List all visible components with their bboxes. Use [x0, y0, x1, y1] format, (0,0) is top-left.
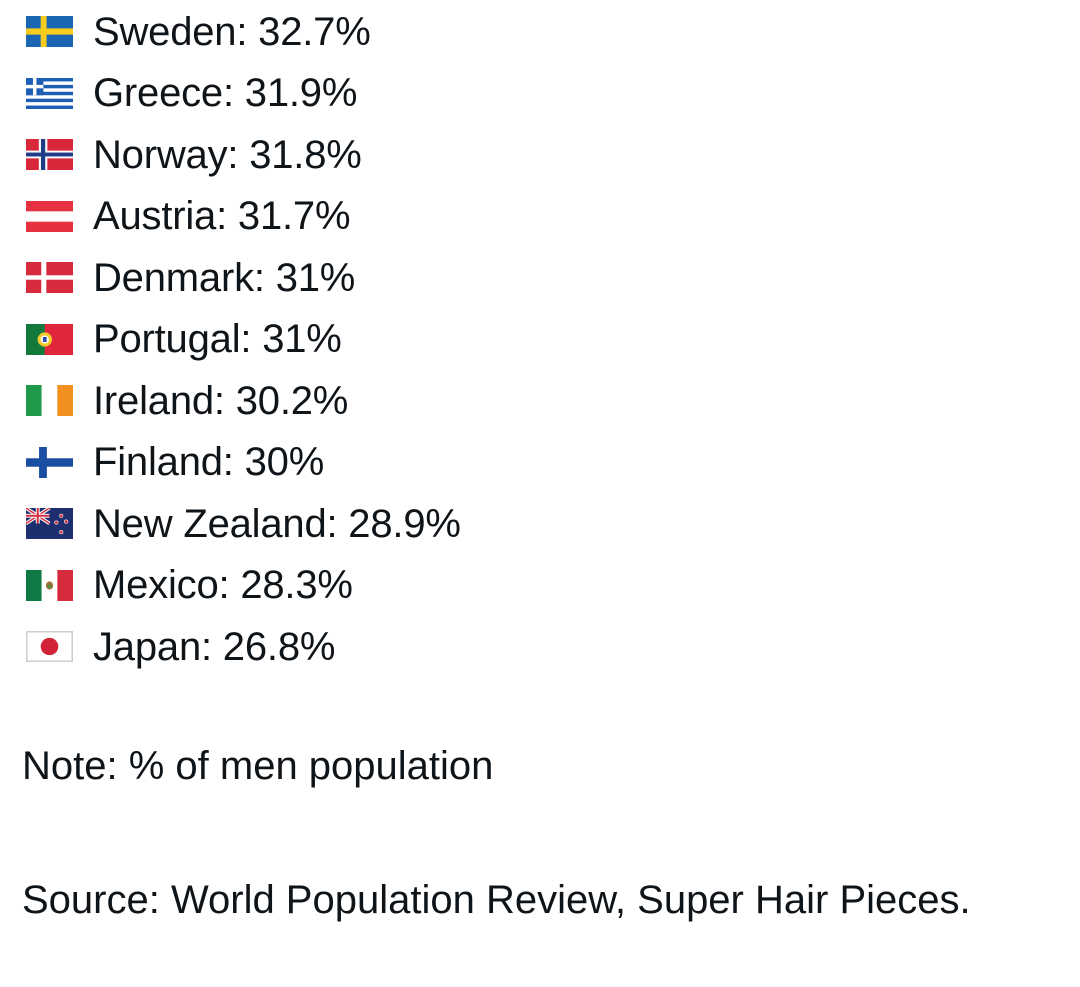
country-label: Mexico: 28.3% [93, 563, 353, 608]
country-label: Austria: 31.7% [93, 194, 351, 239]
new-zealand-flag-icon [26, 508, 73, 540]
denmark-flag-icon [26, 262, 73, 294]
note-text: Note: % of men population [22, 744, 494, 788]
ireland-flag-icon [26, 385, 73, 417]
country-label: Portugal: 31% [93, 317, 342, 362]
norway-flag-icon [26, 139, 73, 171]
country-label: Finland: 30% [93, 440, 325, 485]
country-label: New Zealand: 28.9% [93, 501, 461, 546]
list-item: Portugal: 31% [26, 309, 461, 371]
mexico-flag-icon [26, 569, 73, 601]
country-label: Greece: 31.9% [93, 71, 358, 116]
list-item: Finland: 30% [26, 432, 461, 494]
finland-flag-icon [26, 446, 73, 478]
list-item: Norway: 31.8% [26, 124, 461, 186]
sweden-flag-icon [26, 16, 73, 48]
austria-flag-icon [26, 200, 73, 232]
list-item: New Zealand: 28.9% [26, 493, 461, 555]
japan-flag-icon [26, 631, 73, 663]
country-label: Ireland: 30.2% [93, 378, 349, 423]
country-label: Japan: 26.8% [93, 624, 336, 669]
country-label: Norway: 31.8% [93, 132, 362, 177]
list-item: Greece: 31.9% [26, 63, 461, 125]
list-item: Mexico: 28.3% [26, 555, 461, 617]
country-list: Sweden: 32.7% Greece: 31.9% [26, 1, 461, 678]
greece-flag-icon [26, 77, 73, 109]
list-item: Austria: 31.7% [26, 186, 461, 248]
list-item: Denmark: 31% [26, 247, 461, 309]
country-label: Denmark: 31% [93, 255, 356, 300]
portugal-flag-icon [26, 323, 73, 355]
list-item: Ireland: 30.2% [26, 370, 461, 432]
list-item: Sweden: 32.7% [26, 1, 461, 63]
list-item: Japan: 26.8% [26, 616, 461, 678]
source-text: Source: World Population Review, Super H… [22, 878, 971, 922]
country-label: Sweden: 32.7% [93, 9, 371, 54]
